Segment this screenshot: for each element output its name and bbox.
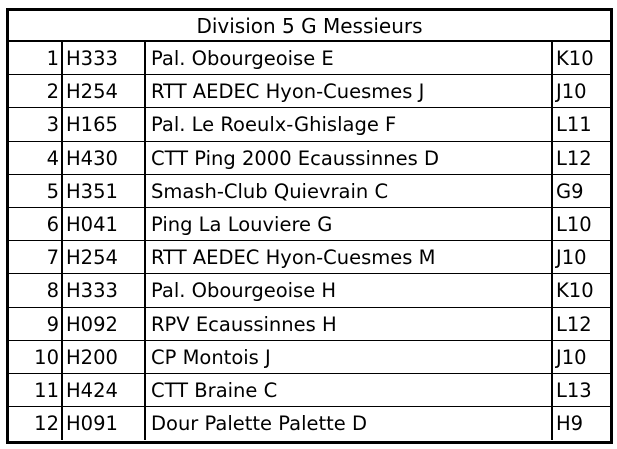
table-row: 2 H254 RTT AEDEC Hyon-Cuesmes J J10 (9, 75, 610, 109)
table-row: 4 H430 CTT Ping 2000 Ecaussinnes D L12 (9, 141, 610, 175)
group-cell: L12 (551, 307, 610, 340)
team-name-cell: Dour Palette Palette D (144, 407, 551, 441)
rank-cell: 4 (46, 146, 59, 170)
rank-cell: 2 (46, 80, 59, 104)
rank-cell: 9 (46, 312, 59, 336)
table-body: 1 H333 Pal. Obourgeoise E K10 2 H254 RTT AEDEC… (9, 42, 610, 441)
team-name-cell: CTT Braine C (144, 373, 551, 407)
group-cell: G9 (551, 174, 610, 207)
group-cell: K10 (551, 42, 610, 75)
group-cell: L13 (551, 373, 610, 407)
team-name-cell: Pal. Obourgeoise E (144, 42, 551, 75)
table-row: 6 H041 Ping La Louviere G L10 (9, 207, 610, 242)
club-code-cell: H424 (61, 373, 144, 407)
club-code-cell: H351 (61, 174, 144, 207)
table-row: 7 H254 RTT AEDEC Hyon-Cuesmes M J10 (9, 241, 610, 275)
team-name-cell: Pal. Obourgeoise H (144, 274, 551, 307)
team-name-cell: RTT AEDEC Hyon-Cuesmes M (144, 241, 551, 274)
table-row: 8 H333 Pal. Obourgeoise H K10 (9, 274, 610, 308)
group-cell: J10 (551, 241, 610, 274)
rank-cell: 10 (34, 345, 59, 369)
team-name-cell: Pal. Le Roeulx-Ghislage F (144, 108, 551, 141)
club-code-cell: H333 (61, 42, 144, 75)
group-cell: L10 (551, 207, 610, 241)
table-row: 1 H333 Pal. Obourgeoise E K10 (9, 42, 610, 76)
rank-cell: 12 (34, 412, 59, 436)
rank-cell: 3 (46, 113, 59, 137)
club-code-cell: H200 (61, 340, 144, 373)
division-table: Division 5 G Messieurs 1 H333 Pal. Obourge… (6, 8, 613, 444)
rank-cell: 5 (46, 179, 59, 203)
team-name-cell: Smash-Club Quievrain C (144, 174, 551, 207)
rank-cell: 8 (46, 279, 59, 303)
rank-cell: 6 (46, 212, 59, 236)
club-code-cell: H165 (61, 108, 144, 141)
club-code-cell: H092 (61, 307, 144, 340)
team-name-cell: CP Montois J (144, 340, 551, 373)
table-title: Division 5 G Messieurs (9, 11, 610, 42)
table-row: 10 H200 CP Montois J J10 (9, 340, 610, 374)
club-code-cell: H091 (61, 407, 144, 441)
group-cell: J10 (551, 75, 610, 108)
group-cell: K10 (551, 274, 610, 307)
club-code-cell: H333 (61, 274, 144, 307)
table-row: 5 H351 Smash-Club Quievrain C G9 (9, 174, 610, 208)
table-row: 3 H165 Pal. Le Roeulx-Ghislage F L11 (9, 108, 610, 142)
group-cell: L11 (551, 108, 610, 141)
table-row: 11 H424 CTT Braine C L13 (9, 373, 610, 408)
team-name-cell: CTT Ping 2000 Ecaussinnes D (144, 141, 551, 174)
group-cell: H9 (551, 407, 610, 441)
rank-cell: 1 (46, 47, 59, 70)
table-row: 12 H091 Dour Palette Palette D H9 (9, 407, 610, 441)
team-name-cell: RTT AEDEC Hyon-Cuesmes J (144, 75, 551, 108)
table-row: 9 H092 RPV Ecaussinnes H L12 (9, 307, 610, 341)
team-name-cell: RPV Ecaussinnes H (144, 307, 551, 340)
team-name-cell: Ping La Louviere G (144, 207, 551, 241)
group-cell: L12 (551, 141, 610, 174)
rank-cell: 11 (34, 378, 59, 402)
rank-cell: 7 (46, 246, 59, 270)
club-code-cell: H041 (61, 207, 144, 241)
group-cell: J10 (551, 340, 610, 373)
club-code-cell: H430 (61, 141, 144, 174)
club-code-cell: H254 (61, 75, 144, 108)
club-code-cell: H254 (61, 241, 144, 274)
